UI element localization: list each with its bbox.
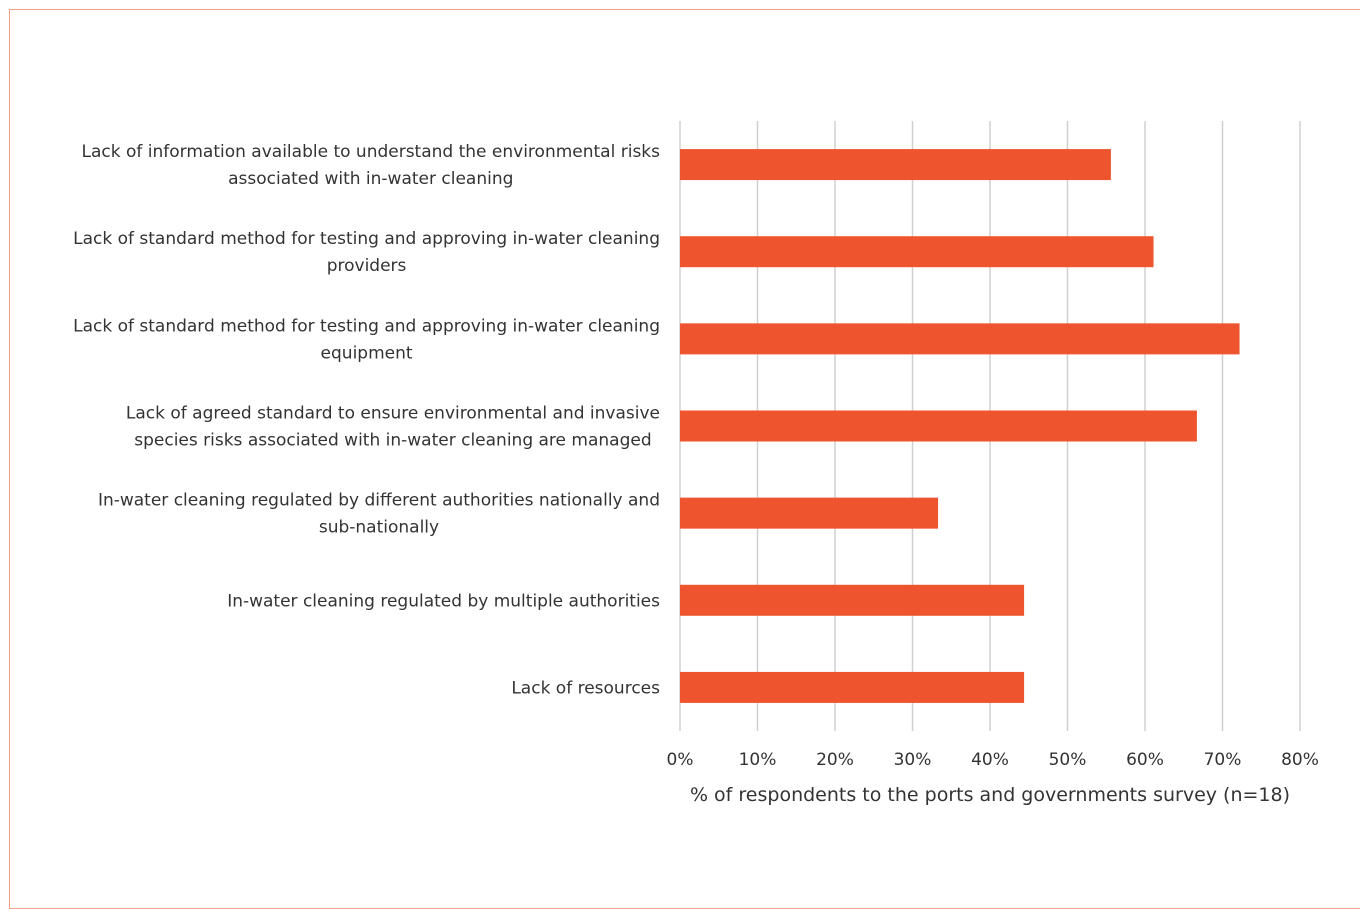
x-tick-labels: 0% 10% 20% 30% 40% 50% 60% 70% 80%: [667, 750, 1319, 770]
x-tick-label: 70%: [1204, 750, 1242, 770]
category-label: Lack of standard method for testing and …: [73, 316, 660, 363]
bar: [680, 149, 1111, 181]
bar: [680, 410, 1197, 442]
x-axis-title: % of respondents to the ports and govern…: [690, 784, 1290, 806]
category-label: Lack of information available to underst…: [82, 142, 661, 189]
bar: [680, 671, 1025, 703]
bar: [680, 584, 1025, 616]
x-tick-label: 40%: [971, 750, 1009, 770]
x-tick-label: 10%: [739, 750, 777, 770]
category-label: In-water cleaning regulated by different…: [98, 491, 660, 538]
bar: [680, 236, 1154, 268]
x-tick-label: 80%: [1281, 750, 1319, 770]
category-label: Lack of standard method for testing and …: [73, 229, 660, 276]
bar: [680, 323, 1240, 355]
x-tick-label: 60%: [1126, 750, 1164, 770]
bar: [680, 497, 939, 529]
x-tick-label: 50%: [1049, 750, 1087, 770]
x-tick-label: 30%: [894, 750, 932, 770]
x-tick-label: 0%: [667, 750, 694, 770]
category-labels: Lack of information available to underst…: [73, 142, 660, 698]
category-label: Lack of agreed standard to ensure enviro…: [126, 404, 660, 451]
bar-chart: Lack of information available to underst…: [73, 121, 1319, 806]
bars: [680, 149, 1240, 703]
x-tick-label: 20%: [816, 750, 854, 770]
category-label: In-water cleaning regulated by multiple …: [227, 591, 660, 611]
category-label: Lack of resources: [511, 678, 660, 698]
